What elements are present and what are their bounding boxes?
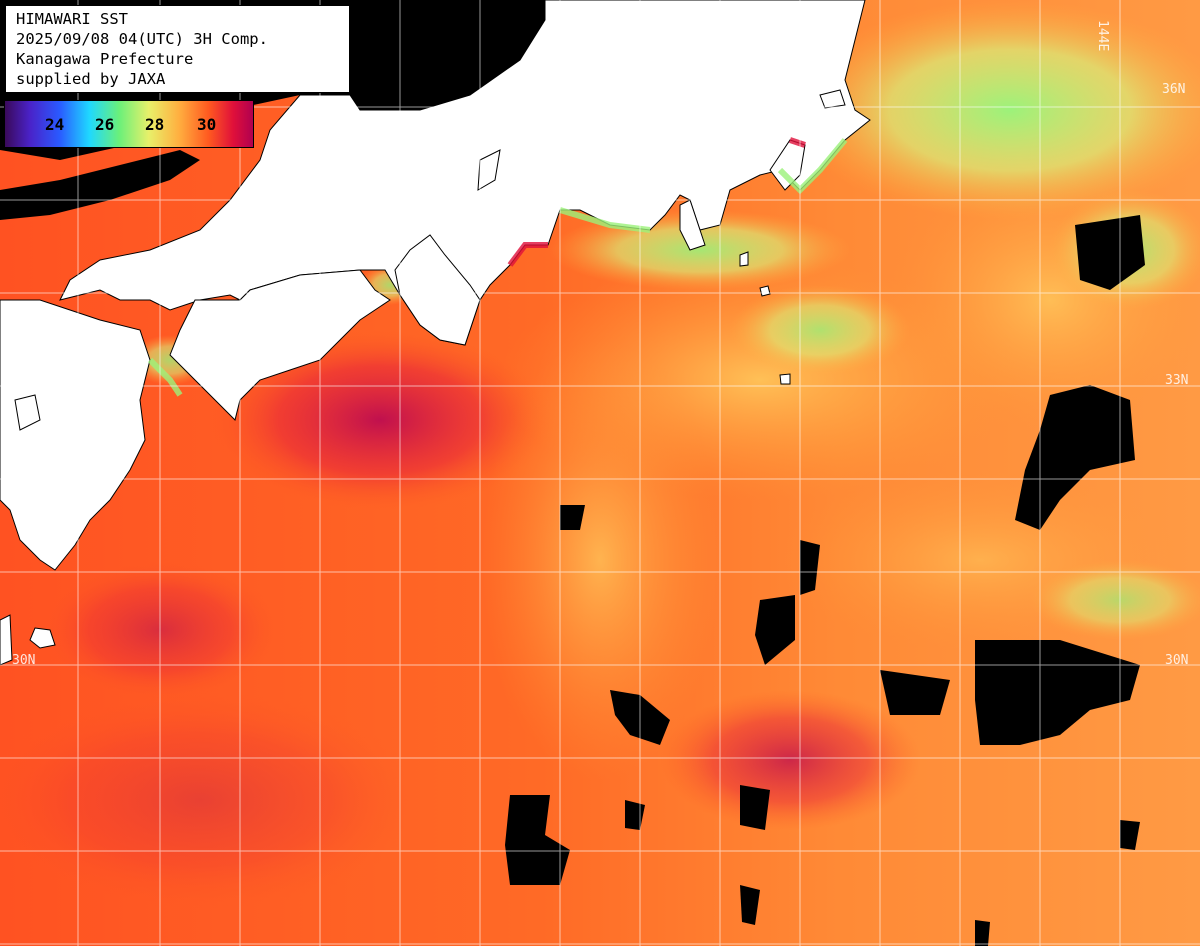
coastal-rim <box>147 357 183 397</box>
colorbar-tick: 28 <box>145 115 165 134</box>
lat-label-30n-right: 30N <box>1165 653 1189 668</box>
cloud-area <box>740 785 770 830</box>
cloud-area <box>1075 215 1145 290</box>
cloud-area <box>740 885 760 925</box>
land-island <box>477 149 501 191</box>
title-region: Kanagawa Prefecture <box>16 50 194 68</box>
cool-patch <box>550 210 850 290</box>
land-boso <box>769 139 806 191</box>
lat-label-36n: 36N <box>1162 82 1186 97</box>
lat-label-33-left: 33 <box>12 373 28 388</box>
lat-label-33n: 33N <box>1165 373 1189 388</box>
cool-patch <box>1030 560 1200 640</box>
temperature-colorbar: 24 26 28 30 <box>4 100 254 148</box>
land-island <box>0 614 13 666</box>
land-kyushu <box>0 299 151 571</box>
coastal-rim <box>777 138 848 195</box>
cloud-area <box>800 540 820 595</box>
cloud-area <box>505 795 570 885</box>
title-product: HIMAWARI SST <box>16 10 128 28</box>
colorbar-tick: 26 <box>95 115 115 134</box>
coastal-rim <box>789 137 806 148</box>
land-kii <box>394 234 481 346</box>
coastal-rim <box>559 207 651 233</box>
land-island <box>779 373 791 385</box>
lat-label-30n-left: 30N <box>12 653 36 668</box>
cloud-area <box>1015 385 1135 530</box>
land-island <box>819 89 846 109</box>
title-box: HIMAWARI SST 2025/09/08 04(UTC) 3H Comp.… <box>5 5 350 93</box>
colorbar-tick: 30 <box>197 115 217 134</box>
cloud-area <box>975 640 1140 745</box>
cool-patch <box>730 285 910 375</box>
title-datetime: 2025/09/08 04(UTC) 3H Comp. <box>16 30 268 48</box>
coastal-rim <box>507 242 548 267</box>
hot-patch <box>210 330 550 510</box>
hot-patch <box>0 690 420 910</box>
cloud-area <box>0 150 200 220</box>
hot-patch <box>660 690 920 830</box>
land-island <box>739 251 749 267</box>
lon-label-144e: 144E <box>1095 20 1110 52</box>
landmass <box>0 0 871 666</box>
coastal-rims <box>147 137 848 397</box>
land-island <box>14 394 41 431</box>
land-island <box>759 285 771 297</box>
land-izu <box>679 199 706 251</box>
cool-patch <box>790 0 1200 220</box>
land-shikoku <box>169 269 391 421</box>
cloud-area <box>560 505 585 530</box>
colorbar-tick: 24 <box>45 115 65 134</box>
cloud-area <box>975 920 990 946</box>
cloud-area <box>755 595 795 665</box>
land-island <box>29 627 56 649</box>
cloud-area <box>1120 820 1140 850</box>
cloud-area <box>880 670 950 715</box>
title-source: supplied by JAXA <box>16 70 166 88</box>
